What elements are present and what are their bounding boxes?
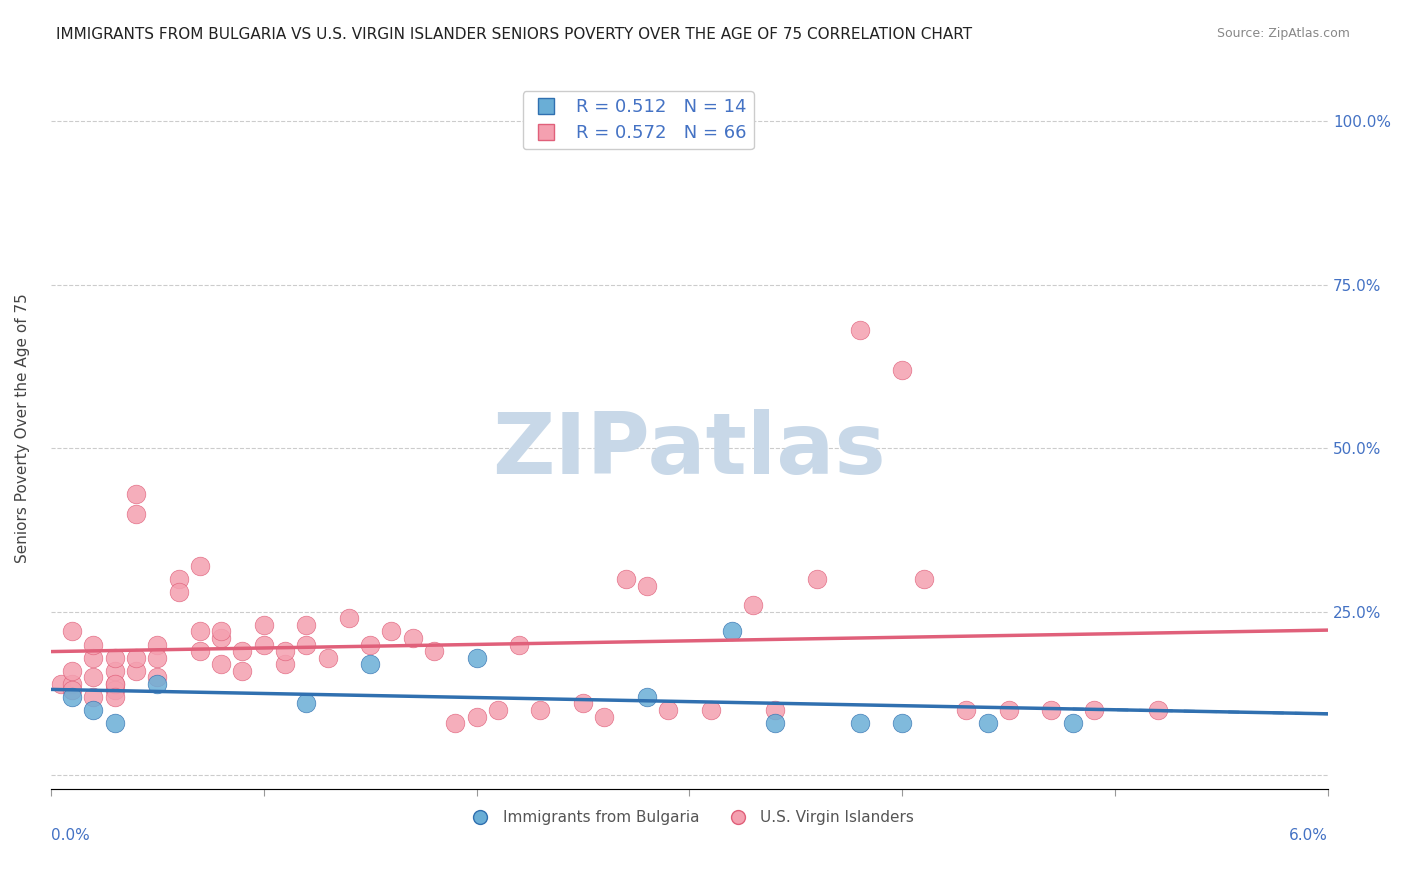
- Point: [146, 677, 169, 691]
- Point: [146, 638, 169, 652]
- Point: [742, 599, 765, 613]
- Point: [423, 644, 446, 658]
- Point: [998, 703, 1021, 717]
- Point: [316, 650, 339, 665]
- Point: [337, 611, 360, 625]
- Point: [167, 572, 190, 586]
- Point: [167, 585, 190, 599]
- Point: [125, 487, 148, 501]
- Point: [146, 670, 169, 684]
- Point: [209, 624, 232, 639]
- Point: [104, 650, 127, 665]
- Point: [849, 323, 872, 337]
- Point: [465, 709, 488, 723]
- Point: [82, 690, 104, 704]
- Point: [402, 631, 425, 645]
- Point: [60, 664, 83, 678]
- Point: [104, 664, 127, 678]
- Point: [1146, 703, 1168, 717]
- Text: Source: ZipAtlas.com: Source: ZipAtlas.com: [1216, 27, 1350, 40]
- Point: [636, 690, 658, 704]
- Point: [763, 716, 786, 731]
- Point: [359, 657, 381, 672]
- Point: [295, 638, 318, 652]
- Point: [104, 716, 127, 731]
- Point: [657, 703, 679, 717]
- Point: [209, 631, 232, 645]
- Point: [529, 703, 551, 717]
- Point: [274, 657, 297, 672]
- Point: [1083, 703, 1105, 717]
- Point: [636, 579, 658, 593]
- Point: [359, 638, 381, 652]
- Point: [125, 507, 148, 521]
- Point: [60, 683, 83, 698]
- Point: [976, 716, 998, 731]
- Point: [572, 697, 595, 711]
- Point: [104, 677, 127, 691]
- Point: [51, 677, 73, 691]
- Point: [231, 664, 253, 678]
- Point: [295, 697, 318, 711]
- Text: 0.0%: 0.0%: [51, 828, 90, 843]
- Legend: Immigrants from Bulgaria, U.S. Virgin Islanders: Immigrants from Bulgaria, U.S. Virgin Is…: [458, 804, 921, 831]
- Point: [380, 624, 402, 639]
- Point: [955, 703, 977, 717]
- Point: [104, 683, 127, 698]
- Point: [465, 650, 488, 665]
- Point: [82, 703, 104, 717]
- Text: IMMIGRANTS FROM BULGARIA VS U.S. VIRGIN ISLANDER SENIORS POVERTY OVER THE AGE OF: IMMIGRANTS FROM BULGARIA VS U.S. VIRGIN …: [56, 27, 973, 42]
- Point: [125, 664, 148, 678]
- Point: [60, 624, 83, 639]
- Point: [82, 638, 104, 652]
- Text: 6.0%: 6.0%: [1289, 828, 1329, 843]
- Point: [60, 690, 83, 704]
- Text: ZIPatlas: ZIPatlas: [492, 409, 886, 491]
- Point: [82, 670, 104, 684]
- Point: [295, 618, 318, 632]
- Point: [614, 572, 637, 586]
- Point: [912, 572, 935, 586]
- Point: [806, 572, 828, 586]
- Point: [444, 716, 467, 731]
- Point: [188, 644, 211, 658]
- Point: [60, 677, 83, 691]
- Y-axis label: Seniors Poverty Over the Age of 75: Seniors Poverty Over the Age of 75: [15, 293, 30, 564]
- Point: [1040, 703, 1063, 717]
- Point: [721, 624, 744, 639]
- Point: [104, 677, 127, 691]
- Point: [849, 716, 872, 731]
- Point: [253, 618, 276, 632]
- Point: [763, 703, 786, 717]
- Point: [593, 709, 616, 723]
- Point: [209, 657, 232, 672]
- Point: [891, 716, 914, 731]
- Point: [188, 559, 211, 574]
- Point: [104, 690, 127, 704]
- Point: [231, 644, 253, 658]
- Point: [146, 650, 169, 665]
- Point: [188, 624, 211, 639]
- Point: [274, 644, 297, 658]
- Point: [1062, 716, 1084, 731]
- Point: [125, 650, 148, 665]
- Point: [891, 362, 914, 376]
- Point: [253, 638, 276, 652]
- Point: [82, 650, 104, 665]
- Point: [508, 638, 530, 652]
- Point: [486, 703, 509, 717]
- Point: [700, 703, 723, 717]
